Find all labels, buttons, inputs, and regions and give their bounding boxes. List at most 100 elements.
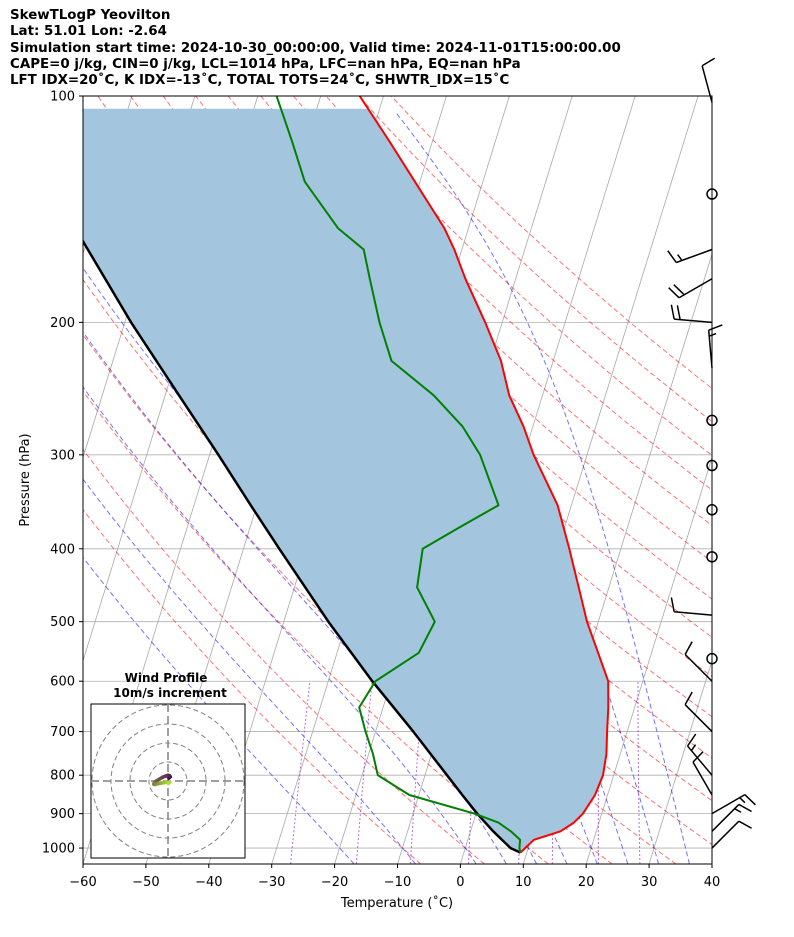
parcel-profile-line — [83, 238, 522, 854]
location-line: Lat: 51.01 Lon: -2.64 — [10, 24, 167, 40]
cin-cape-fill — [83, 108, 609, 853]
isotherm-30 — [648, 659, 712, 864]
barb-half-feather — [708, 332, 717, 337]
y-tick-label: 300 — [50, 448, 75, 463]
cape-shading — [83, 108, 609, 853]
moist-adiabat--20 — [83, 556, 355, 864]
wind-barb — [711, 803, 752, 832]
barb-shaft — [711, 803, 740, 832]
dry-adiabat-110 — [227, 96, 712, 563]
y-tick-label: 500 — [50, 615, 75, 630]
y-tick-label: 1000 — [42, 842, 75, 857]
barb-shaft — [676, 248, 713, 264]
isotherm--100 — [0, 96, 69, 864]
wind-barb — [684, 641, 713, 682]
x-tick-label: −20 — [321, 875, 348, 890]
barb-feather — [738, 803, 752, 813]
y-axis-label: Pressure (hPa) — [18, 433, 33, 526]
x-tick-label: −30 — [258, 875, 285, 890]
wind-barb — [711, 794, 756, 815]
barb-feather — [676, 305, 681, 320]
hodograph-segment — [166, 780, 172, 786]
x-tick-label: 30 — [641, 875, 658, 890]
barb-shaft — [707, 330, 713, 369]
barb-feather — [684, 641, 693, 655]
wind-barb — [711, 820, 752, 849]
y-tick-label: 100 — [50, 90, 75, 105]
moist-adiabat-35 — [395, 111, 690, 864]
hodograph-ring — [91, 704, 245, 858]
temperature-profile-line — [358, 96, 610, 854]
y-axis: 100 200 300 400 500 600 700 800 900 1000 — [42, 90, 83, 857]
barb-shaft — [692, 761, 713, 796]
barb-shaft — [674, 611, 713, 616]
dewpoint-profile-line — [275, 96, 522, 853]
y-tick-label: 600 — [50, 675, 75, 690]
barb-feather — [667, 250, 677, 263]
barb-shaft — [678, 278, 713, 299]
index-line: LFT IDX=20˚C, K IDX=-13˚C, TOTAL TOTS=24… — [10, 73, 510, 89]
isotherm-40 — [711, 862, 712, 864]
barb-half-feather — [734, 808, 742, 813]
title-block: SkewTLogP Yeovilton Lat: 51.01 Lon: -2.6… — [10, 8, 621, 89]
time-line: Simulation start time: 2024-10-30_00:00:… — [10, 40, 621, 56]
x-tick-label: 20 — [578, 875, 595, 890]
x-tick-label: −40 — [195, 875, 222, 890]
barb-shaft — [684, 704, 713, 733]
barb-shaft — [686, 745, 713, 776]
isotherm--110 — [0, 96, 6, 864]
wind-barb — [707, 324, 723, 369]
inset-subtitle: 10m/s increment — [113, 686, 227, 700]
barb-shaft — [711, 794, 746, 815]
barb-feather — [670, 597, 675, 612]
barb-feather — [673, 284, 685, 296]
barb-feather — [738, 820, 752, 829]
y-tick-label: 400 — [50, 542, 75, 557]
mixing-ratio-0.4 — [290, 681, 311, 864]
wind-barb — [667, 248, 713, 264]
x-tick-label: −60 — [69, 875, 96, 890]
barb-feather — [708, 324, 723, 331]
mixing-ratio-1 — [355, 681, 373, 864]
barb-half-feather — [739, 797, 746, 804]
barb-feather — [744, 794, 756, 806]
wind-barb — [668, 278, 713, 299]
barb-shaft — [711, 820, 740, 849]
x-tick-label: 10 — [515, 875, 532, 890]
dry-adiabat-0 — [83, 448, 485, 864]
dry-adiabat-120 — [260, 96, 712, 527]
moist-adiabat-0 — [83, 386, 477, 864]
x-axis: −60 −50 −40 −30 −20 −10 0 10 20 30 40 — [69, 864, 720, 890]
barb-half-feather — [677, 254, 683, 261]
wind-barb — [670, 304, 713, 324]
x-tick-label: 0 — [456, 875, 464, 890]
wind-barb — [692, 751, 713, 796]
y-tick-label: 800 — [50, 769, 75, 784]
barb-half-feather — [690, 744, 697, 752]
profiles — [83, 96, 610, 854]
mixing-ratio-24 — [637, 681, 641, 864]
inset-content — [91, 704, 245, 858]
x-axis-label: Temperature (˚C) — [340, 895, 453, 911]
barb-feather — [686, 733, 697, 747]
chart-title: SkewTLogP Yeovilton — [10, 8, 171, 23]
barb-shaft — [674, 318, 713, 324]
wind-profile-inset: Wind Profile 10m/s increment — [90, 671, 246, 859]
x-tick-label: −10 — [384, 875, 411, 890]
barb-feather — [668, 287, 680, 299]
barb-feather — [670, 304, 675, 320]
isotherm-20 — [585, 456, 712, 864]
inset-title: Wind Profile — [125, 671, 208, 685]
barb-feather — [684, 691, 693, 706]
y-tick-label: 200 — [50, 316, 75, 331]
x-tick-label: −50 — [132, 875, 159, 890]
dry-adiabat-130 — [293, 96, 712, 491]
barb-shaft — [684, 653, 713, 682]
cape-line: CAPE=0 j/kg, CIN=0 j/kg, LCL=1014 hPa, L… — [10, 56, 521, 72]
barb-shaft — [701, 65, 713, 103]
barb-feather — [701, 57, 716, 67]
x-tick-label: 40 — [704, 875, 721, 890]
wind-barb — [686, 733, 713, 776]
dry-adiabat-70 — [97, 96, 712, 718]
